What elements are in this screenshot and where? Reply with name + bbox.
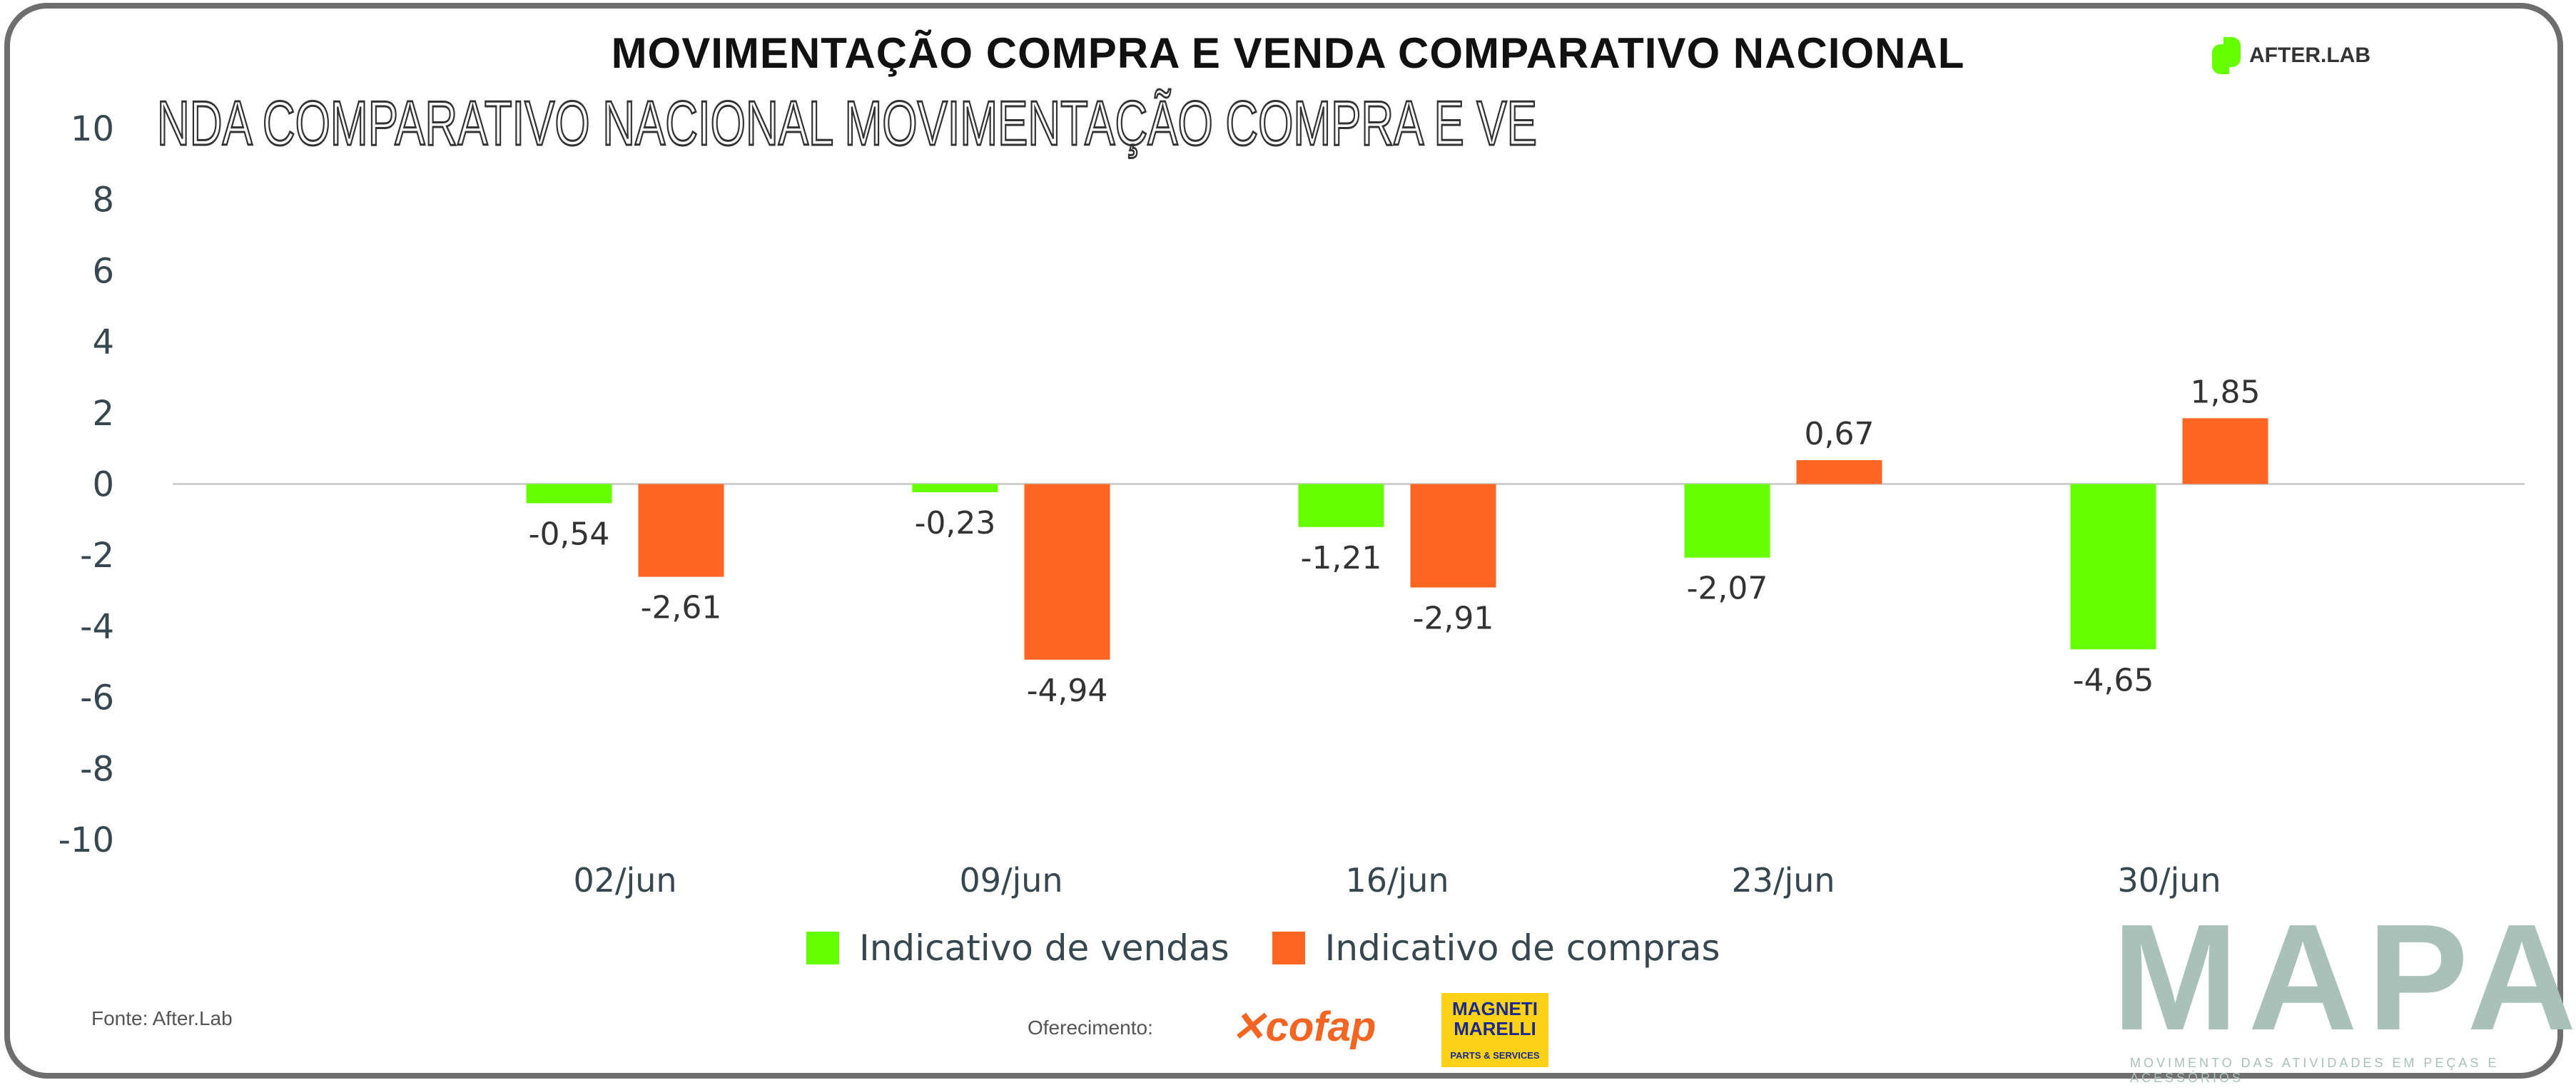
bar-vendas <box>1684 484 1770 558</box>
bar-vendas <box>526 484 612 504</box>
x-tick-label: 23/jun <box>1731 861 1835 900</box>
afterlab-logo-text: AFTER.LAB <box>2249 44 2370 67</box>
afterlab-logo-icon <box>2212 37 2241 74</box>
legend-label-compras: Indicativo de compras <box>1324 927 1720 969</box>
bar-compras <box>1796 460 1882 484</box>
data-label: -0,23 <box>915 505 996 541</box>
legend-item-compras: Indicativo de compras <box>1272 927 1720 969</box>
legend: Indicativo de vendas Indicativo de compr… <box>806 927 1763 969</box>
legend-item-vendas: Indicativo de vendas <box>806 927 1229 969</box>
mapa-logo: MAPA <box>2112 892 2576 1061</box>
legend-label-vendas: Indicativo de vendas <box>859 927 1229 969</box>
cofap-logo: ✕cofap <box>1231 1004 1376 1050</box>
magneti-marelli-sub: PARTS & SERVICES <box>1450 1050 1540 1061</box>
source-note: Fonte: After.Lab <box>91 1007 233 1029</box>
magneti-marelli-line2: MARELLI <box>1454 1018 1536 1039</box>
data-label: -2,07 <box>1687 571 1768 607</box>
bar-vendas <box>1298 484 1384 527</box>
bar-vendas <box>912 484 998 492</box>
data-label: -0,54 <box>529 516 610 552</box>
ghost-title-artifact: NDA COMPARATIVO NACIONAL MOVIMENTAÇÃO CO… <box>156 88 1538 158</box>
data-label: -2,91 <box>1413 601 1494 637</box>
bar-compras <box>638 484 724 577</box>
x-tick-label: 30/jun <box>2117 861 2221 900</box>
data-label: -2,61 <box>641 590 722 626</box>
chart-frame <box>4 3 2563 1079</box>
y-tick-label: 2 <box>92 394 114 434</box>
bar-compras <box>2182 418 2268 484</box>
y-tick-label: -10 <box>59 820 114 860</box>
data-label: -1,21 <box>1301 540 1382 576</box>
y-tick-label: 4 <box>92 322 114 362</box>
chart-title: MOVIMENTAÇÃO COMPRA E VENDA COMPARATIVO … <box>611 29 1965 77</box>
legend-swatch-vendas <box>806 932 839 964</box>
bar-vendas <box>2070 484 2156 650</box>
sponsor-label: Oferecimento: <box>1028 1017 1153 1039</box>
bar-compras <box>1024 484 1110 660</box>
bar-compras <box>1410 484 1496 588</box>
y-tick-label: -2 <box>80 536 114 576</box>
y-tick-label: 10 <box>71 109 114 149</box>
y-tick-label: -4 <box>80 607 114 647</box>
y-tick-label: 6 <box>92 251 114 291</box>
x-tick-label: 16/jun <box>1345 861 1449 900</box>
magneti-marelli-line1: MAGNETI <box>1452 998 1538 1019</box>
cofap-logo-text: cofap <box>1265 1004 1376 1050</box>
data-label: -4,94 <box>1027 673 1108 709</box>
y-tick-label: 0 <box>92 465 114 505</box>
afterlab-logo: AFTER.LAB <box>2212 37 2370 74</box>
y-tick-label: -8 <box>80 749 114 789</box>
x-tick-label: 02/jun <box>573 861 676 900</box>
legend-swatch-compras <box>1272 932 1305 964</box>
magneti-marelli-logo: MAGNETI MARELLI PARTS & SERVICES <box>1441 993 1548 1067</box>
data-label: 1,85 <box>2191 374 2261 410</box>
x-tick-label: 09/jun <box>959 861 1063 900</box>
mapa-tagline: MOVIMENTO DAS ATIVIDADES EM PEÇAS E ACES… <box>2130 1056 2500 1085</box>
y-tick-label: 8 <box>92 180 114 220</box>
y-tick-label: -6 <box>80 678 114 718</box>
data-label: 0,67 <box>1805 416 1875 452</box>
data-label: -4,65 <box>2073 662 2154 698</box>
